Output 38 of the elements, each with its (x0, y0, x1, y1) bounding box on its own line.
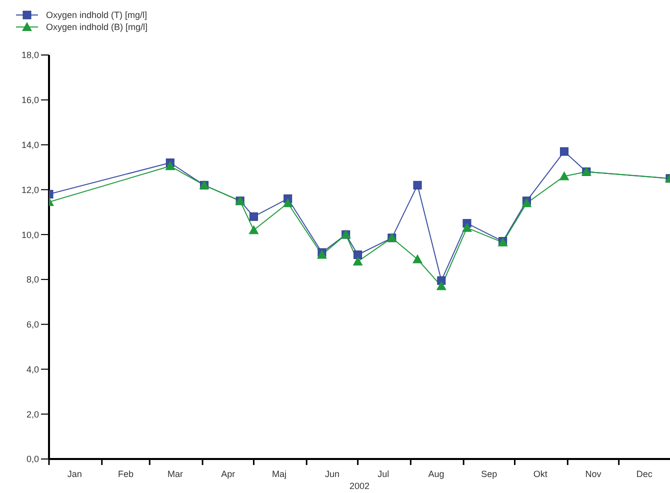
point (282, 198, 293, 208)
y-tick-label: 2,0 (26, 409, 39, 420)
y-tick-label: 8,0 (26, 274, 39, 285)
x-tick-label: Nov (585, 469, 602, 479)
point (560, 147, 568, 156)
legend-label: Oxygen indhold (T) [mg/l] (46, 10, 148, 20)
x-axis-title: 2002 (349, 481, 370, 491)
x-tick-label: Maj (272, 469, 287, 479)
x-tick-label: Jan (67, 469, 82, 479)
y-tick-label: 16,0 (21, 95, 39, 106)
point (462, 222, 472, 232)
point (248, 225, 259, 234)
point (559, 171, 570, 180)
point (165, 161, 176, 170)
point (436, 281, 446, 290)
legend-label: Oxygen indhold (B) [mg/l] (46, 22, 148, 32)
x-tick-label: Sep (481, 469, 498, 479)
y-tick-label: 18,0 (21, 50, 39, 60)
x-tick-label: Jun (324, 469, 340, 479)
y-tick-label: 14,0 (21, 140, 39, 150)
x-tick-label: Feb (118, 469, 134, 479)
x-tick-label: Mar (167, 469, 183, 479)
x-tick-label: Okt (533, 469, 548, 479)
y-tick-label: 12,0 (21, 184, 39, 195)
x-tick-label: Aug (428, 469, 444, 479)
y-tick-label: 4,0 (26, 364, 39, 374)
point (352, 256, 363, 266)
y-tick-label: 0,0 (26, 454, 39, 464)
y-tick-label: 6,0 (26, 320, 39, 330)
y-tick-label: 10,0 (21, 230, 39, 240)
point (412, 254, 423, 264)
x-tick-label: Dec (636, 469, 653, 479)
x-tick-label: Apr (221, 469, 236, 479)
x-tick-label: Jul (378, 469, 390, 479)
point (437, 276, 446, 285)
point (413, 180, 422, 190)
point (354, 250, 362, 260)
point (249, 212, 258, 221)
